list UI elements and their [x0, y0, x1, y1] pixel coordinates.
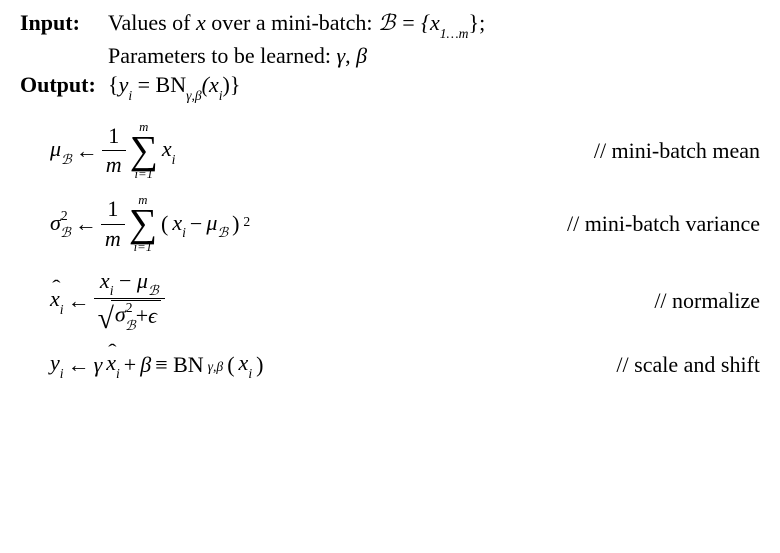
txt: Values of [108, 10, 196, 35]
output-line: Output: {yi = BNγ,β(xi)} [20, 70, 760, 103]
set-B: ℬ = {x1…m [378, 10, 468, 35]
fraction: xi − μℬ √ σ2ℬ + ϵ [94, 268, 165, 334]
txt: }; [469, 10, 486, 35]
sum-symbol: m ∑ i=1 [129, 194, 157, 253]
input-label: Input: [20, 8, 108, 38]
txt: Parameters to be learned: [108, 43, 336, 68]
output-label: Output: [20, 70, 108, 100]
x-hat: ˆxi [106, 348, 120, 381]
txt: , [345, 43, 356, 68]
var-beta: β [356, 43, 367, 68]
eq-mean-lhs: μℬ ← 1 m m ∑ i=1 xi [48, 121, 177, 180]
sqrt: √ σ2ℬ + ϵ [98, 300, 161, 331]
eq-scale-shift-lhs: yi ← γˆxi + β ≡ BNγ,β(xi) [48, 348, 265, 381]
sum-symbol: m ∑ i=1 [130, 121, 158, 180]
txt: over a mini-batch: [206, 10, 378, 35]
eq-mean: μℬ ← 1 m m ∑ i=1 xi // mini-batch mean [20, 121, 760, 180]
input-line-2: Parameters to be learned: γ, β [20, 41, 760, 71]
arrow-icon: ← [75, 209, 97, 239]
comment-normalize: // normalize [654, 286, 760, 316]
arrow-icon: ← [68, 350, 90, 380]
fraction: 1 m [101, 196, 125, 252]
eq-normalize: ˆxi ← xi − μℬ √ σ2ℬ + ϵ // normaliz [20, 268, 760, 334]
var-gamma: γ [336, 43, 345, 68]
x-hat: ˆxi [50, 284, 64, 317]
arrow-icon: ← [68, 286, 90, 316]
fraction: 1 m [102, 123, 126, 179]
comment-mean: // mini-batch mean [594, 136, 760, 166]
eq-variance-lhs: σ2ℬ ← 1 m m ∑ i=1 (xi − μℬ)2 [48, 194, 252, 253]
eq-scale-shift: yi ← γˆxi + β ≡ BNγ,β(xi) // scale and s… [20, 348, 760, 381]
eq-normalize-lhs: ˆxi ← xi − μℬ √ σ2ℬ + ϵ [48, 268, 167, 334]
eq-variance: σ2ℬ ← 1 m m ∑ i=1 (xi − μℬ)2 // mini-bat… [20, 194, 760, 253]
var-x: x [196, 10, 206, 35]
output-expr: {yi = BNγ,β(xi)} [108, 70, 240, 103]
arrow-icon: ← [76, 136, 98, 166]
comment-scale-shift: // scale and shift [616, 350, 760, 380]
comment-variance: // mini-batch variance [567, 209, 760, 239]
input-text: Values of x over a mini-batch: ℬ = {x1…m… [108, 8, 485, 41]
input-line-1: Input: Values of x over a mini-batch: ℬ … [20, 8, 760, 41]
